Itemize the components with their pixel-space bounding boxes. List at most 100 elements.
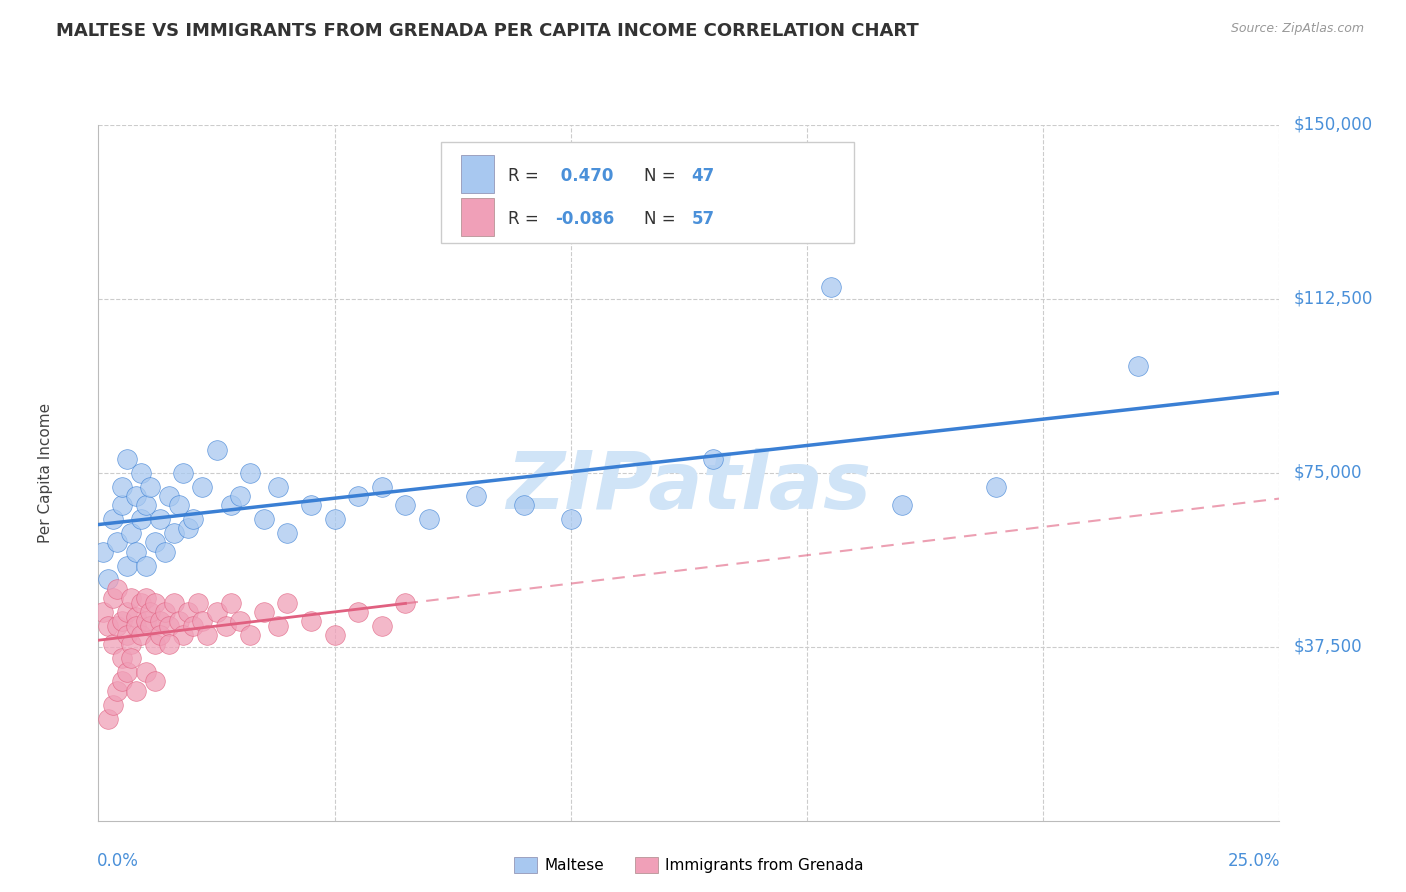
Point [135, 498, 157, 512]
Point [984, 480, 1007, 494]
Text: MALTESE VS IMMIGRANTS FROM GRENADA PER CAPITA INCOME CORRELATION CHART: MALTESE VS IMMIGRANTS FROM GRENADA PER C… [56, 22, 920, 40]
Point [135, 558, 157, 573]
Point [111, 674, 134, 689]
Point [187, 596, 209, 610]
Text: -0.086: -0.086 [555, 210, 614, 228]
Point [323, 512, 346, 526]
Point [121, 637, 143, 651]
Point [101, 591, 124, 605]
Point [157, 637, 180, 651]
Point [347, 489, 370, 503]
Point [111, 614, 134, 628]
Point [115, 558, 138, 573]
Point [143, 674, 166, 689]
Point [135, 591, 157, 605]
Point [143, 637, 166, 651]
Point [702, 451, 724, 466]
Point [465, 489, 488, 503]
Point [125, 489, 148, 503]
Point [125, 619, 148, 633]
Point [205, 442, 228, 457]
Point [149, 614, 172, 628]
Point [191, 480, 214, 494]
Text: Per Capita Income: Per Capita Income [38, 402, 53, 543]
Point [143, 596, 166, 610]
Point [195, 628, 218, 642]
Point [111, 480, 134, 494]
Point [101, 698, 124, 712]
Point [97, 619, 120, 633]
Point [149, 628, 172, 642]
Point [177, 521, 200, 535]
Text: Source: ZipAtlas.com: Source: ZipAtlas.com [1230, 22, 1364, 36]
Point [97, 712, 120, 726]
Text: ZIPatlas: ZIPatlas [506, 448, 872, 525]
Point [219, 498, 242, 512]
Point [229, 614, 252, 628]
Point [105, 582, 128, 596]
Point [394, 596, 416, 610]
Point [299, 614, 322, 628]
Point [239, 628, 262, 642]
Point [172, 466, 194, 480]
Text: 57: 57 [692, 210, 714, 228]
Point [177, 605, 200, 619]
Point [129, 512, 152, 526]
Point [205, 605, 228, 619]
Point [163, 596, 186, 610]
Point [215, 619, 238, 633]
Point [163, 526, 186, 541]
Point [115, 605, 138, 619]
Point [371, 480, 394, 494]
Text: $112,500: $112,500 [1294, 290, 1372, 308]
Point [101, 637, 124, 651]
Point [267, 480, 290, 494]
Point [129, 596, 152, 610]
Point [512, 498, 534, 512]
Point [157, 489, 180, 503]
Point [560, 512, 582, 526]
Text: $150,000: $150,000 [1294, 116, 1372, 134]
Point [121, 651, 143, 665]
Point [299, 498, 322, 512]
Point [418, 512, 440, 526]
Text: N =: N = [644, 210, 681, 228]
Text: N =: N = [644, 167, 681, 185]
Point [253, 605, 276, 619]
Point [139, 605, 162, 619]
Text: 0.470: 0.470 [555, 167, 614, 185]
Point [91, 605, 114, 619]
Point [371, 619, 394, 633]
Point [139, 480, 162, 494]
Point [129, 628, 152, 642]
Point [115, 665, 138, 680]
Bar [461, 155, 494, 193]
Point [1126, 359, 1149, 373]
Point [219, 596, 242, 610]
Text: 0.0%: 0.0% [97, 852, 139, 870]
Point [121, 591, 143, 605]
Point [167, 614, 190, 628]
Point [167, 498, 190, 512]
Point [323, 628, 346, 642]
Point [347, 605, 370, 619]
Point [111, 651, 134, 665]
Point [267, 619, 290, 633]
Point [135, 665, 157, 680]
Point [820, 280, 842, 294]
Point [105, 619, 128, 633]
Point [125, 683, 148, 698]
Point [149, 512, 172, 526]
Bar [461, 198, 494, 236]
Point [115, 628, 138, 642]
Point [139, 619, 162, 633]
Point [115, 451, 138, 466]
Text: 25.0%: 25.0% [1229, 852, 1281, 870]
Point [97, 573, 120, 587]
Point [143, 535, 166, 549]
Text: $75,000: $75,000 [1294, 464, 1362, 482]
Point [91, 544, 114, 558]
Point [129, 466, 152, 480]
Point [239, 466, 262, 480]
Point [153, 605, 176, 619]
